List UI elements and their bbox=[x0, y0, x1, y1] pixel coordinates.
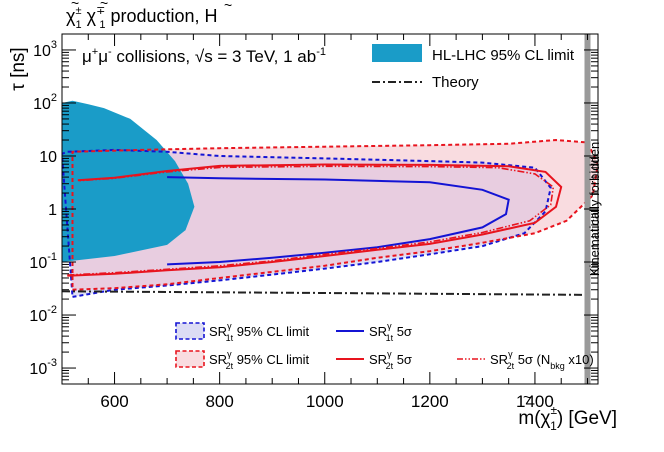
x-tick-label: 800 bbox=[205, 392, 233, 411]
sr2t-5sigma-x10-line bbox=[67, 165, 555, 276]
legend-sr2t-5sigma-x10-gamma: γ bbox=[508, 349, 513, 359]
xlabel-close: ) bbox=[557, 408, 563, 429]
y-tick-label: 10-3 bbox=[29, 357, 57, 378]
xlabel-sub: 1 bbox=[550, 419, 557, 433]
y-tick-base: 10 bbox=[39, 149, 57, 166]
legend-sr2t-5sigma-sub: 2t bbox=[386, 361, 394, 371]
legend-sr2t-5sigma-gamma: γ bbox=[387, 349, 392, 359]
theory-line bbox=[62, 290, 588, 296]
legend-sr2t-5sigma-text: 5σ bbox=[393, 352, 412, 367]
y-tick-exp: 2 bbox=[51, 92, 57, 104]
title-chi2: χ bbox=[87, 6, 97, 26]
sub-mu2: μ bbox=[98, 47, 108, 66]
legend-sr1t-5sigma-sr: SR bbox=[369, 324, 387, 339]
y-tick-label: 103 bbox=[33, 39, 57, 60]
legend-top: HL-LHC 95% CL limit Theory bbox=[372, 44, 575, 91]
title-sub1b: 1 bbox=[99, 19, 105, 31]
hllhc-region bbox=[62, 100, 195, 262]
legend-sr1t-5sigma-text: 5σ bbox=[393, 324, 412, 339]
xlabel-unit: [GeV] bbox=[563, 408, 617, 429]
x-axis-label: m(χ± 1) [GeV] bbox=[518, 403, 617, 433]
x-tick-label: 600 bbox=[100, 392, 128, 411]
legend-sr2t-5sigma-x10-sr: SR bbox=[490, 352, 508, 367]
x-tick-label: 1000 bbox=[306, 392, 344, 411]
sub-minus: - bbox=[108, 46, 112, 58]
y-tick-base: 10 bbox=[29, 255, 47, 272]
sub-plus: + bbox=[92, 46, 98, 58]
legend-sr1t-95cl-sub: 1t bbox=[226, 333, 234, 343]
legend-sr2t-5sigma-x10-text: 5σ (N bbox=[514, 352, 550, 367]
legend-hllhc-swatch bbox=[372, 44, 422, 62]
legend-sr2t-95cl-sub: 2t bbox=[226, 361, 234, 371]
y-tick-base: 10 bbox=[33, 96, 51, 113]
legend-sr2t-5sigma-x10-sub: 2t bbox=[507, 361, 515, 371]
sub-eq: = 3 TeV, 1 ab bbox=[213, 47, 317, 66]
title-mp: ∓ bbox=[96, 5, 105, 17]
legend-sr2t-95cl-text: 95% CL limit bbox=[233, 352, 309, 367]
sr2t-95cl-line bbox=[71, 138, 598, 291]
title-suffix: production, bbox=[105, 6, 204, 26]
sub-s: s bbox=[204, 47, 213, 66]
y-tick-exp: 3 bbox=[51, 39, 57, 51]
xlabel-chi: χ bbox=[541, 408, 551, 429]
sub-sqrt: √ bbox=[195, 47, 205, 66]
y-tick-label: 102 bbox=[33, 92, 57, 113]
y-tick-exp: -3 bbox=[47, 357, 57, 369]
legend-theory-label: Theory bbox=[432, 74, 479, 91]
sr2t-5sigma-line bbox=[67, 163, 563, 277]
legend-sr2t-5sigma-x10-tail: x10) bbox=[565, 352, 594, 367]
title-tilde1: ~ bbox=[71, 0, 79, 11]
legend-sr2t-5sigma-x10-label: SRγ 2t 5σ (Nbkg x10) bbox=[490, 349, 594, 371]
title-tilde3: ~ bbox=[224, 0, 232, 13]
title-chi1: χ bbox=[66, 6, 76, 26]
legend-sr1t-5sigma-label: SRγ 1t 5σ bbox=[369, 321, 412, 343]
y-tick-label: 1 bbox=[48, 202, 57, 219]
legend-sr1t-95cl-sr: SR bbox=[209, 324, 227, 339]
y-tick-label: 10-1 bbox=[29, 251, 57, 272]
legend-sr2t-95cl-label: SRγ 2t 95% CL limit bbox=[209, 349, 310, 371]
y-tick-label: 10 bbox=[39, 149, 57, 166]
subtitle: μ+μ- collisions, √s = 3 TeV, 1 ab-1 bbox=[82, 46, 326, 66]
y-tick-base: 10 bbox=[33, 43, 51, 60]
legend-sr2t-5sigma-sr: SR bbox=[369, 352, 387, 367]
xlabel-tilde: ~ bbox=[523, 389, 532, 406]
y-tick-base: 1 bbox=[48, 202, 57, 219]
legend-sr2t-95cl-swatch bbox=[175, 350, 205, 368]
legend-sr2t-95cl-gamma: γ bbox=[227, 349, 232, 359]
y-tick-base: 10 bbox=[29, 361, 47, 378]
legend-sr1t-95cl-swatch bbox=[175, 322, 205, 340]
y-tick-label: 10-2 bbox=[29, 304, 57, 325]
plot-area bbox=[62, 100, 598, 299]
x-tick-label: 1400 bbox=[516, 392, 554, 411]
legend-sr2t-95cl-sr: SR bbox=[209, 352, 227, 367]
sub-inv: -1 bbox=[316, 46, 326, 58]
chart-title: χ± 1 χ∓ 1 production, H bbox=[66, 5, 218, 31]
legend-sr2t-5sigma-label: SRγ 2t 5σ bbox=[369, 349, 412, 371]
y-axis-label: τ [ns] bbox=[8, 47, 29, 90]
sr1t-5sigma-line bbox=[167, 176, 510, 266]
legend-sr1t-95cl-gamma: γ bbox=[227, 321, 232, 331]
sub-text: collisions, bbox=[112, 47, 195, 66]
title-sub1: 1 bbox=[76, 19, 82, 31]
legend-sr1t-95cl-text: 95% CL limit bbox=[233, 324, 309, 339]
legend-hllhc-label: HL-LHC 95% CL limit bbox=[432, 47, 575, 64]
xlabel-m: m( bbox=[518, 408, 541, 429]
legend-sr2t-5sigma-x10-bkg: bkg bbox=[550, 361, 565, 371]
title-pm: ± bbox=[75, 5, 81, 17]
title-higgsino: H bbox=[205, 6, 218, 26]
legend-sr1t-95cl-label: SRγ 1t 95% CL limit bbox=[209, 321, 310, 343]
y-tick-base: 10 bbox=[29, 308, 47, 325]
legend-sr1t-5sigma-sub: 1t bbox=[386, 333, 394, 343]
legend-sr1t-5sigma-gamma: γ bbox=[387, 321, 392, 331]
x-tick-label: 1200 bbox=[411, 392, 449, 411]
x-axis: 600 800 1000 1200 1400 bbox=[87, 34, 588, 411]
y-tick-exp: -2 bbox=[47, 304, 57, 316]
title-tilde2: ~ bbox=[100, 0, 108, 11]
sub-mu: μ bbox=[82, 47, 92, 66]
xlabel-sup: ± bbox=[551, 403, 558, 417]
y-tick-exp: -1 bbox=[47, 251, 57, 263]
